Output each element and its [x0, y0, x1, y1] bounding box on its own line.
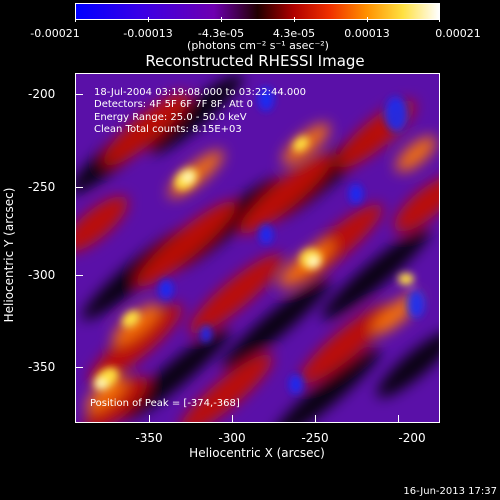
y-tick-label: -350 [28, 360, 56, 374]
colorbar-gradient [76, 4, 439, 19]
y-tick-label: -200 [28, 87, 56, 101]
colorbar-tick [439, 17, 440, 22]
colorbar-tick [294, 17, 295, 22]
colorbar-tick-label: 4.3e-05 [272, 27, 316, 40]
y-tick-mark [75, 187, 83, 188]
colorbar-tick-label: -0.00013 [123, 27, 173, 40]
colorbar-tick [148, 17, 149, 22]
colorbar-tick-label: 0.00013 [344, 27, 390, 40]
rhessi-image-plot: 18-Jul-2004 03:19:08.000 to 03:22:44.000… [75, 73, 440, 423]
annotation-peak-position: Position of Peak = [-374,-368] [90, 398, 240, 409]
x-tick-label: -300 [218, 431, 246, 445]
annotation-time-range: 18-Jul-2004 03:19:08.000 to 03:22:44.000 [94, 87, 306, 98]
y-axis-label: Heliocentric Y (arcsec) [2, 187, 16, 323]
x-tick-label: -200 [398, 431, 426, 445]
y-tick-mark [75, 94, 83, 95]
rhessi-image [76, 74, 439, 422]
y-tick-mark [75, 275, 83, 276]
timestamp: 16-Jun-2013 17:37 [403, 486, 497, 497]
y-tick-label: -300 [28, 268, 56, 282]
y-tick-mark [75, 367, 83, 368]
x-tick-mark [398, 415, 399, 423]
colorbar-tick [367, 17, 368, 22]
x-tick-mark [232, 415, 233, 423]
x-tick-label: -350 [135, 431, 163, 445]
x-tick-mark [315, 415, 316, 423]
colorbar-tick [221, 17, 222, 22]
colorbar-tick-label: -4.3e-05 [197, 27, 245, 40]
colorbar-tick [75, 17, 76, 22]
y-tick-label: -250 [28, 180, 56, 194]
colorbar-tick-label: 0.00021 [435, 27, 481, 40]
annotation-detectors: Detectors: 4F 5F 6F 7F 8F, Att 0 [94, 99, 254, 110]
colorbar-tick-label: -0.00021 [30, 27, 80, 40]
image-title: Reconstructed RHESSI Image [145, 52, 365, 70]
x-tick-mark [149, 415, 150, 423]
x-axis-label: Heliocentric X (arcsec) [189, 446, 325, 460]
x-tick-label: -250 [301, 431, 329, 445]
colorbar [75, 3, 440, 20]
annotation-clean-counts: Clean Total counts: 8.15E+03 [94, 124, 242, 135]
annotation-energy-range: Energy Range: 25.0 - 50.0 keV [94, 112, 247, 123]
colorbar-units: (photons cm⁻² s⁻¹ asec⁻²) [187, 39, 329, 52]
